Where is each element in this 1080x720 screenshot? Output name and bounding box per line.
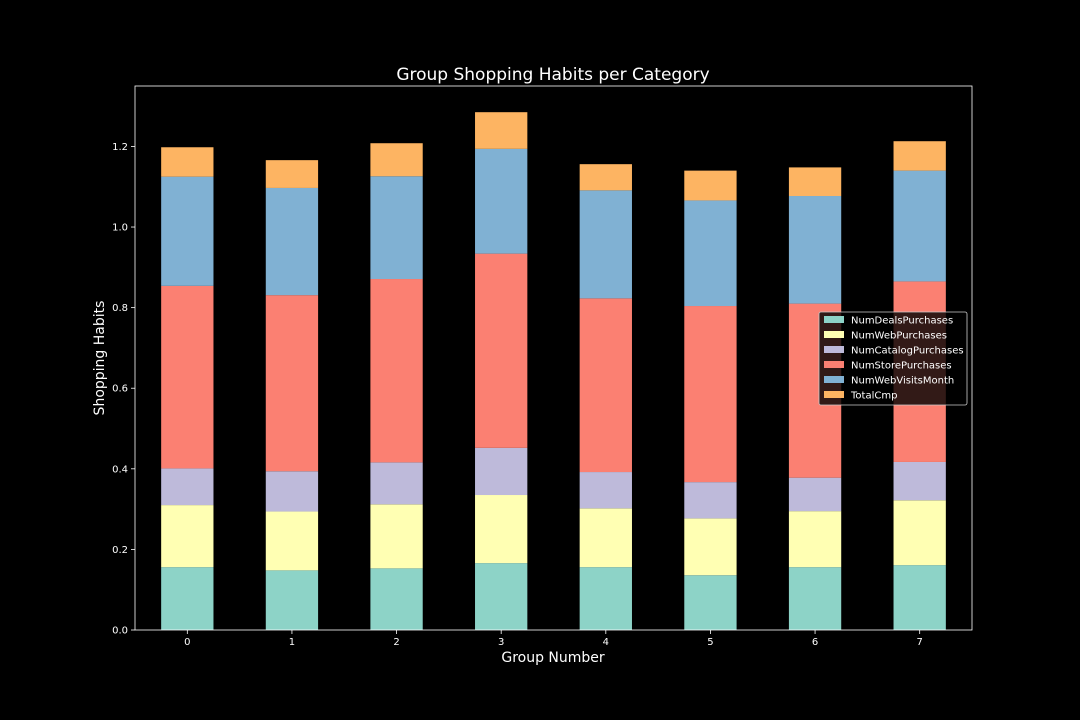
x-tick-label: 0 <box>184 637 190 648</box>
bar-NumCatalogPurchases-group-5 <box>684 482 737 519</box>
x-axis-ticks: 0 1 2 3 4 5 6 7 <box>184 630 923 648</box>
bar-NumCatalogPurchases-group-3 <box>475 447 528 496</box>
bar-TotalCmp-group-7 <box>893 141 946 171</box>
bar-NumCatalogPurchases-group-2 <box>370 462 423 505</box>
bar-NumWebPurchases-group-6 <box>788 511 842 568</box>
bar-NumCatalogPurchases-group-0 <box>161 468 214 506</box>
legend-label-NumWebVisitsMonth: NumWebVisitsMonth <box>851 376 954 387</box>
legend-swatch-NumDealsPurchases <box>824 316 844 323</box>
bar-NumWebVisitsMonth-group-2 <box>370 176 423 280</box>
bar-NumStorePurchases-group-5 <box>684 306 737 483</box>
bar-NumWebPurchases-group-2 <box>370 504 423 569</box>
bar-NumWebPurchases-group-7 <box>893 500 946 566</box>
bar-NumWebPurchases-group-5 <box>684 518 737 576</box>
bar-TotalCmp-group-2 <box>370 143 423 177</box>
bar-NumCatalogPurchases-group-1 <box>265 471 319 512</box>
x-axis-title: Group Number <box>501 650 605 666</box>
bar-NumCatalogPurchases-group-6 <box>788 477 842 512</box>
bar-NumStorePurchases-group-1 <box>265 295 319 472</box>
bar-NumStorePurchases-group-0 <box>161 285 214 469</box>
bar-NumWebPurchases-group-4 <box>579 508 632 568</box>
bar-NumDealsPurchases-group-7 <box>893 565 946 630</box>
bar-TotalCmp-group-4 <box>579 164 632 191</box>
x-tick-label: 1 <box>289 637 295 648</box>
bar-NumWebPurchases-group-0 <box>161 505 214 568</box>
bar-NumWebVisitsMonth-group-4 <box>579 190 632 299</box>
bar-NumStorePurchases-group-3 <box>475 253 528 448</box>
y-tick-label: 1.0 <box>112 223 128 234</box>
x-tick-label: 7 <box>917 637 923 648</box>
legend-label-NumDealsPurchases: NumDealsPurchases <box>851 316 953 327</box>
bar-TotalCmp-group-6 <box>788 167 842 197</box>
y-tick-label: 0.4 <box>112 464 128 475</box>
bar-NumDealsPurchases-group-1 <box>265 570 319 630</box>
y-axis-title: Shopping Habits <box>92 301 108 416</box>
bar-NumCatalogPurchases-group-7 <box>893 461 946 501</box>
bar-NumWebVisitsMonth-group-5 <box>684 200 737 307</box>
x-tick-label: 3 <box>498 637 504 648</box>
bar-NumStorePurchases-group-2 <box>370 279 423 463</box>
plot-frame <box>134 85 973 631</box>
y-axis-ticks: 0.0 0.2 0.4 0.6 0.8 1.0 1.2 <box>112 142 135 637</box>
bar-NumDealsPurchases-group-6 <box>788 567 842 630</box>
legend-swatch-NumCatalogPurchases <box>824 346 844 353</box>
bar-TotalCmp-group-5 <box>684 170 737 201</box>
bar-NumDealsPurchases-group-0 <box>161 567 214 630</box>
bar-NumWebVisitsMonth-group-3 <box>475 148 528 254</box>
y-tick-label: 0.8 <box>112 303 128 314</box>
legend-label-NumCatalogPurchases: NumCatalogPurchases <box>851 346 964 357</box>
bar-NumWebPurchases-group-1 <box>265 511 319 571</box>
bar-NumCatalogPurchases-group-4 <box>579 472 632 509</box>
x-tick-label: 2 <box>393 637 399 648</box>
x-tick-label: 6 <box>812 637 818 648</box>
x-tick-label: 5 <box>707 637 713 648</box>
bar-NumDealsPurchases-group-4 <box>579 567 632 630</box>
x-tick-label: 4 <box>603 637 609 648</box>
y-tick-label: 0.0 <box>112 626 128 637</box>
y-tick-label: 0.2 <box>112 545 128 556</box>
bar-NumDealsPurchases-group-3 <box>475 563 528 630</box>
legend-frame <box>818 311 968 406</box>
bar-NumDealsPurchases-group-5 <box>684 575 737 630</box>
y-tick-label: 1.2 <box>112 142 128 153</box>
bar-TotalCmp-group-0 <box>161 147 214 177</box>
bar-NumWebVisitsMonth-group-0 <box>161 176 214 286</box>
chart-title: Group Shopping Habits per Category <box>396 65 709 85</box>
legend-swatch-TotalCmp <box>824 391 844 398</box>
y-tick-label: 0.6 <box>112 384 128 395</box>
legend: NumDealsPurchases NumWebPurchases NumCatal… <box>818 311 968 406</box>
legend-label-NumWebPurchases: NumWebPurchases <box>851 331 947 342</box>
legend-swatch-NumWebPurchases <box>824 331 844 338</box>
legend-label-NumStorePurchases: NumStorePurchases <box>851 361 952 372</box>
bar-NumWebVisitsMonth-group-6 <box>788 196 842 304</box>
bar-TotalCmp-group-1 <box>265 160 319 188</box>
legend-swatch-NumWebVisitsMonth <box>824 376 844 383</box>
bar-NumStorePurchases-group-4 <box>579 298 632 473</box>
bar-NumWebVisitsMonth-group-1 <box>265 187 319 296</box>
bar-NumWebPurchases-group-3 <box>475 495 528 564</box>
bar-TotalCmp-group-3 <box>475 112 528 149</box>
bar-NumWebVisitsMonth-group-7 <box>893 170 946 282</box>
legend-swatch-NumStorePurchases <box>824 361 844 368</box>
bar-NumDealsPurchases-group-2 <box>370 568 423 630</box>
legend-label-TotalCmp: TotalCmp <box>850 391 897 402</box>
